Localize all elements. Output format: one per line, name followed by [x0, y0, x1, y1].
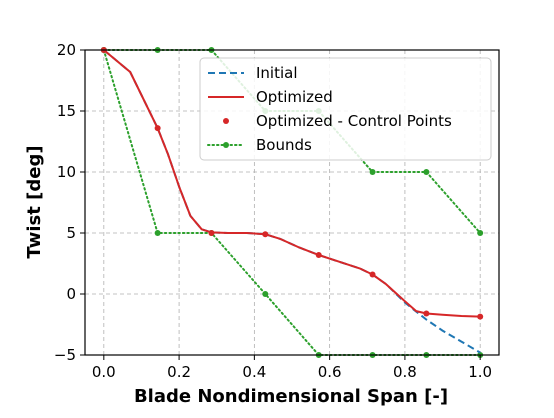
legend-label: Initial [256, 64, 298, 82]
legend-swatch-bounds-marker [223, 142, 229, 148]
x-tick-label: 1.0 [468, 363, 492, 381]
bounds-point [477, 230, 484, 236]
y-tick-label: −5 [54, 346, 76, 364]
control-point [477, 313, 484, 320]
x-tick-label: 0.4 [242, 363, 266, 381]
legend-box [199, 57, 492, 161]
legend-label: Optimized - Control Points [256, 112, 452, 130]
y-tick-label: 15 [57, 102, 76, 120]
bounds-point [423, 169, 430, 175]
plot-frame [84, 49, 500, 356]
y-tick-label: 0 [66, 285, 76, 303]
control-point [423, 310, 430, 317]
y-tick-label: 10 [57, 163, 76, 181]
optimized-line [103, 49, 481, 318]
y-tick-label: 20 [57, 41, 76, 59]
x-tick-label: 0.2 [167, 363, 191, 381]
ticks: 0.0 0.2 0.4 0.6 0.8 1.0 −5 0 5 10 15 20 [54, 41, 492, 381]
x-axis-label: Blade Nondimensional Span [-] [134, 386, 448, 407]
legend-swatch-control-points [223, 118, 229, 124]
control-point [262, 231, 269, 238]
legend-label: Optimized [256, 88, 333, 106]
bounds-point [369, 169, 376, 175]
control-point [208, 230, 215, 236]
bounds-point [262, 291, 269, 297]
legend: Initial Optimized Optimized - Control Poin… [199, 57, 492, 161]
y-tick-label: 5 [66, 224, 76, 242]
control-point [369, 271, 376, 278]
control-point [315, 251, 322, 258]
legend-label: Bounds [256, 136, 312, 154]
y-axis-label: Twist [deg] [24, 145, 45, 258]
x-tick-label: 0.0 [92, 363, 116, 381]
x-tick-label: 0.6 [318, 363, 342, 381]
x-tick-label: 0.8 [393, 363, 417, 381]
bounds-point [154, 230, 161, 236]
control-point [154, 125, 161, 132]
